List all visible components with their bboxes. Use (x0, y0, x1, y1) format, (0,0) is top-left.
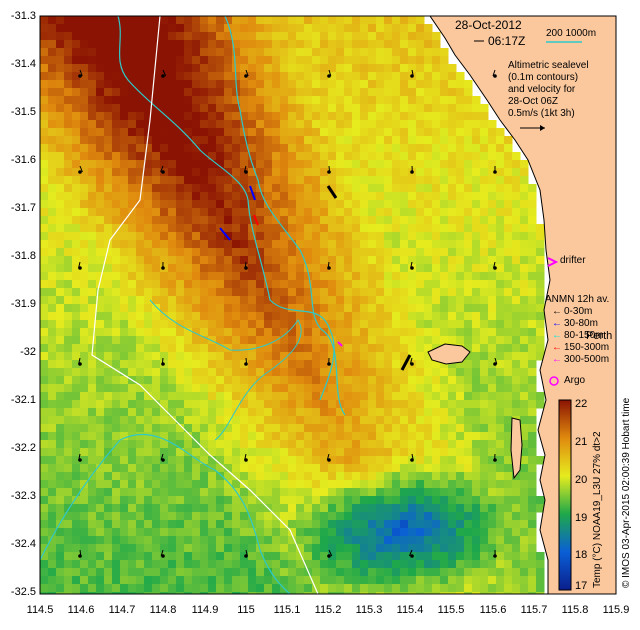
argo-label: Argo (564, 375, 586, 386)
rottnest-island (427, 343, 471, 365)
perth-label: Perth (586, 330, 613, 342)
x-tick: 115.8 (561, 604, 589, 616)
mooring-arrows (219, 185, 412, 371)
mooring-legend-label: 80-150m (564, 330, 604, 341)
colorbar-tick: 18 (575, 549, 588, 561)
y-tick: -32.4 (10, 538, 36, 550)
mooring-legend-label: 0-30m (564, 306, 593, 317)
arrow-left-icon: ← (552, 306, 562, 317)
mooring-legend-label: 150-300m (564, 342, 610, 353)
annotation-line: and velocity for (508, 84, 576, 95)
plot-frame (39, 15, 617, 595)
arrow-left-icon: ← (552, 318, 562, 329)
x-tick: 115.4 (396, 604, 424, 616)
mooring-legend-label: 30-80m (564, 318, 598, 329)
garden-island (510, 417, 523, 480)
velocity-arrows (78, 69, 498, 558)
annotation-line: 28-Oct 06Z (508, 96, 559, 107)
x-tick: 115.7 (520, 604, 548, 616)
x-tick: 115.9 (602, 604, 630, 616)
mooring-legend-row: ← 150-300m (552, 342, 609, 353)
x-tick: 115 (237, 604, 255, 616)
mooring-legend-label: 300-500m (564, 354, 610, 365)
contour-1000m (117, 15, 335, 401)
contour-mid-loop (149, 299, 302, 441)
x-tick: 114.7 (108, 604, 136, 616)
y-tick: -31.6 (10, 154, 36, 166)
colorbar (558, 399, 572, 591)
y-tick: -31.3 (10, 10, 36, 22)
y-tick: -31.7 (10, 202, 36, 214)
sst-field (40, 16, 545, 594)
arrow-left-icon: ← (552, 342, 562, 353)
y-tick: -32.3 (10, 490, 36, 502)
x-tick: 115.2 (314, 604, 342, 616)
y-tick: -32.2 (10, 442, 36, 454)
colorbar-tick: 22 (575, 398, 588, 410)
contour-200m (224, 15, 346, 416)
annotation-line: Altimetric sealevel (508, 60, 589, 71)
colorbar-tick: 19 (575, 512, 588, 524)
mooring-legend-row: ← 300-500m (552, 354, 609, 365)
map-time: 06:17Z (488, 34, 526, 48)
contour-lower (39, 433, 291, 595)
depth-contours-label: 200 1000m (546, 28, 597, 39)
y-tick: -31.8 (10, 250, 36, 262)
drifter-label: drifter (560, 255, 586, 266)
x-tick: 114.6 (67, 604, 95, 616)
colorbar-title: Temp (°C) NOAA19_L3U 27% dt>2 (592, 431, 603, 588)
x-tick: 114.9 (191, 604, 219, 616)
argo-marker (549, 376, 559, 386)
y-tick: -32.5 (10, 586, 36, 598)
x-tick: 115.1 (273, 604, 301, 616)
colorbar-tick: 20 (575, 474, 588, 486)
y-tick: -32 (20, 346, 36, 358)
mooring-legend-row: ← 30-80m (552, 318, 598, 329)
colorbar-tick: 21 (575, 436, 588, 448)
y-tick: -31.4 (10, 58, 36, 70)
x-tick: 115.5 (437, 604, 465, 616)
y-tick: -32.1 (10, 394, 36, 406)
x-tick: 114.8 (149, 604, 177, 616)
colorbar-tick: 17 (575, 580, 588, 592)
mooring-legend-row: ← 0-30m (552, 306, 592, 317)
arrow-left-icon: ← (552, 354, 562, 365)
y-tick: -31.5 (10, 106, 36, 118)
sealevel-annotation: Altimetric sealevel (0.1m contours) and … (508, 60, 589, 120)
boundary-line-a (91, 15, 319, 595)
mooring-legend-row: ← 80-150m (552, 330, 603, 341)
annotation-line: (0.1m contours) (508, 72, 579, 83)
mooring-legend-title: ANMN 12h av. (545, 294, 610, 305)
arrow-left-icon: ← (552, 330, 562, 341)
x-tick: 115.6 (479, 604, 507, 616)
map-date: 28-Oct-2012 (455, 18, 522, 32)
credit-text: © IMOS 03-Apr-2015 02:00:39 Hobart time (621, 397, 632, 588)
y-tick: -31.9 (10, 298, 36, 310)
velocity-scale-arrow (520, 125, 545, 131)
annotation-line: 0.5m/s (1kt 3h) (508, 108, 575, 119)
x-tick: 115.3 (355, 604, 383, 616)
x-tick: 114.5 (26, 604, 54, 616)
drifter-marker (547, 257, 559, 267)
